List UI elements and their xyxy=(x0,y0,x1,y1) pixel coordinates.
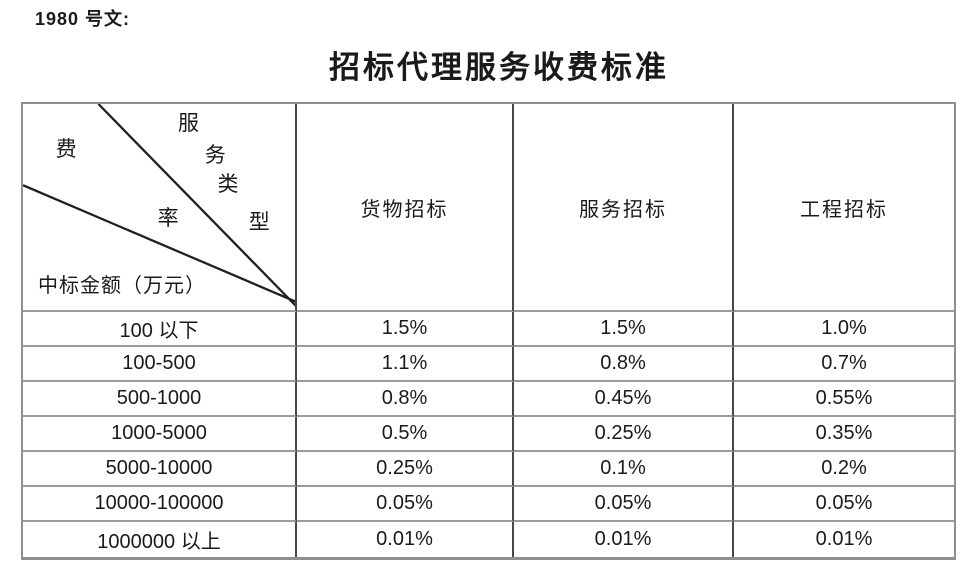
fee-cell: 0.01% xyxy=(815,528,873,550)
diagonal-divider-lines xyxy=(23,104,295,307)
fee-cell: 0.7% xyxy=(734,347,954,382)
corner-header-cell: 服 务 类 型 费 率 中标金额（万元） xyxy=(23,104,297,312)
fee-cell: 0.01% xyxy=(514,522,734,557)
fee-cell: 0.8% xyxy=(297,382,514,417)
corner-service-type-char: 型 xyxy=(248,210,270,235)
doc-number-label: 1980 号文: xyxy=(35,9,131,29)
fee-cell: 0.55% xyxy=(734,382,954,417)
fee-cell: 0.25% xyxy=(514,417,734,452)
row-label: 100-500 xyxy=(23,347,297,382)
fee-cell: 1.1% xyxy=(297,347,514,382)
row-label: 100 以下 xyxy=(23,312,297,347)
amount-axis-label: 中标金额（万元） xyxy=(37,274,206,297)
fee-cell: 0.05% xyxy=(297,487,514,522)
corner-rate-char: 费 xyxy=(55,137,77,162)
fee-cell: 0.35% xyxy=(734,417,954,452)
fee-cell: 0.2% xyxy=(734,452,954,487)
fee-table: 服 务 类 型 费 率 中标金额（万元） 货物招标 服务招标 工程招标 100 … xyxy=(21,102,956,560)
row-label: 10000-100000 xyxy=(23,487,297,522)
corner-service-type-char: 类 xyxy=(217,172,239,197)
corner-service-type-char: 服 xyxy=(178,111,200,136)
fee-cell: 0.25% xyxy=(297,452,514,487)
fee-cell: 0.01% xyxy=(297,522,514,557)
fee-cell: 0.05% xyxy=(514,487,734,522)
row-label: 1000000 以上 xyxy=(23,522,297,557)
table-title: 招标代理服务收费标准 xyxy=(329,50,669,85)
fee-cell: 0.45% xyxy=(514,382,734,417)
fee-cell: 0.8% xyxy=(514,347,734,382)
corner-service-type-char: 务 xyxy=(204,143,226,168)
column-header-goods-bidding: 货物招标 xyxy=(297,104,514,312)
row-label: 1000-5000 xyxy=(23,417,297,452)
row-label: 5000-10000 xyxy=(23,452,297,487)
fee-cell: 1.0% xyxy=(734,312,954,347)
column-header-service-bidding: 服务招标 xyxy=(514,104,734,312)
fee-cell: 1.5% xyxy=(297,312,514,347)
corner-rate-char: 率 xyxy=(157,206,179,231)
fee-cell: 1.5% xyxy=(514,312,734,347)
fee-cell: 0.1% xyxy=(514,452,734,487)
row-label: 500-1000 xyxy=(23,382,297,417)
fee-cell: 0.05% xyxy=(734,487,954,522)
fee-cell: 0.5% xyxy=(297,417,514,452)
column-header-works-bidding: 工程招标 xyxy=(734,104,954,312)
